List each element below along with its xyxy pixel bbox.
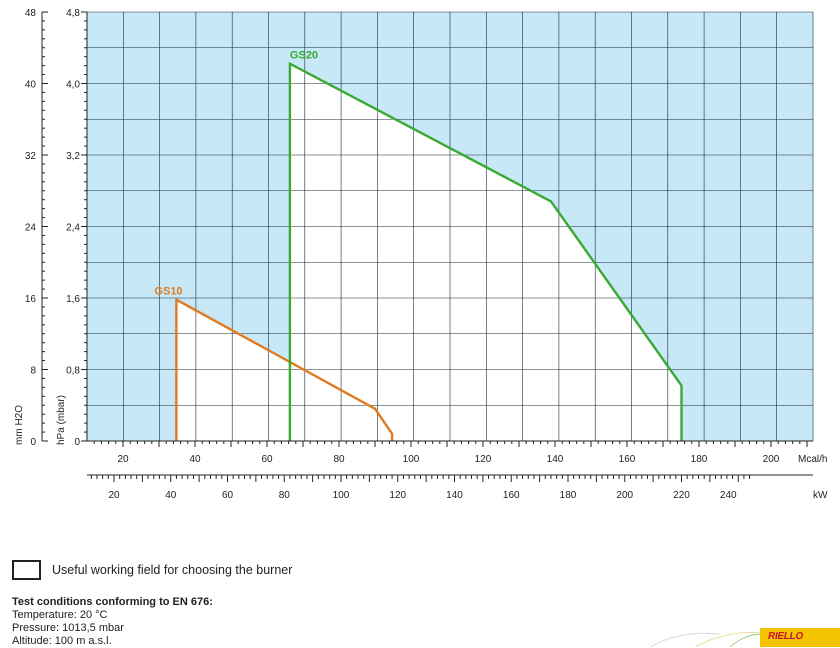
y-tick-label-hpa: 1,6: [66, 294, 80, 305]
x-tick-label-mcal: 120: [475, 454, 492, 465]
x-tick-label-kw: 120: [389, 490, 406, 501]
x-tick-label-kw: 100: [333, 490, 350, 501]
x-tick-label-mcal: 140: [547, 454, 564, 465]
x-tick-label-kw: 60: [222, 490, 234, 501]
x-axes: [87, 440, 813, 482]
y-tick-label-hpa: 0,8: [66, 366, 80, 377]
test-conditions: Test conditions conforming to EN 676: Te…: [12, 596, 213, 648]
legend-swatch: [12, 560, 41, 580]
y-tick-label-mm: 8: [30, 366, 36, 377]
x-tick-label-mcal: 160: [619, 454, 636, 465]
x-tick-label-kw: 140: [446, 490, 463, 501]
x-tick-label-mcal: 100: [403, 454, 420, 465]
x-tick-label-mcal: 60: [261, 454, 273, 465]
y-tick-label-mm: 16: [25, 294, 37, 305]
x-tick-label-mcal: 40: [189, 454, 201, 465]
working-field-gs20: [289, 63, 682, 441]
y-tick-label-mm: 40: [25, 80, 37, 91]
conditions-title: Test conditions conforming to EN 676:: [12, 596, 213, 608]
y-axes: [41, 11, 88, 442]
x-tick-label-mcal: 180: [691, 454, 708, 465]
condition-line: Temperature: 20 °C: [12, 609, 108, 621]
chart-area: GS10GS204840322416804,84,03,22,41,60,80m…: [14, 8, 828, 501]
y-tick-label-mm: 0: [30, 437, 36, 448]
y-tick-label-hpa: 4,0: [66, 80, 80, 91]
series-label-gs20: GS20: [290, 50, 318, 62]
x-tick-label-kw: 180: [560, 490, 577, 501]
x-tick-label-kw: 80: [279, 490, 291, 501]
x-tick-label-mcal: 20: [117, 454, 129, 465]
legend: Useful working field for choosing the bu…: [12, 560, 292, 580]
condition-line: Pressure: 1013,5 mbar: [12, 622, 124, 634]
x-tick-label-kw: 200: [616, 490, 633, 501]
y-tick-label-hpa: 0: [74, 437, 80, 448]
x-axis-unit-mcal: Mcal/h: [798, 454, 827, 465]
condition-line: Altitude: 100 m a.s.l.: [12, 635, 112, 647]
legend-text: Useful working field for choosing the bu…: [52, 563, 293, 577]
x-tick-label-kw: 40: [165, 490, 177, 501]
series-label-gs10: GS10: [154, 286, 182, 298]
brand-logo: RIELLO: [767, 631, 804, 642]
y-tick-label-mm: 48: [25, 8, 37, 19]
x-axis-unit-kw: kW: [813, 490, 828, 501]
x-tick-label-kw: 240: [720, 490, 737, 501]
grid: [86, 11, 814, 442]
y-tick-label-hpa: 2,4: [66, 223, 80, 234]
series-line-gs10: [175, 297, 394, 441]
x-tick-label-mcal: 200: [763, 454, 780, 465]
y-axis-title-mm: mm H2O: [14, 405, 25, 445]
x-tick-label-kw: 20: [108, 490, 120, 501]
x-tick-label-mcal: 80: [333, 454, 345, 465]
brand-logo-graphic: [650, 628, 840, 647]
series-line-gs20: [288, 61, 683, 441]
y-tick-label-hpa: 3,2: [66, 151, 80, 162]
x-tick-label-kw: 220: [673, 490, 690, 501]
y-tick-label-mm: 32: [25, 151, 37, 162]
x-tick-label-kw: 160: [503, 490, 520, 501]
y-tick-label-mm: 24: [25, 223, 37, 234]
y-tick-label-hpa: 4,8: [66, 8, 80, 19]
y-axis-title-hpa: hPa (mbar): [56, 395, 67, 445]
